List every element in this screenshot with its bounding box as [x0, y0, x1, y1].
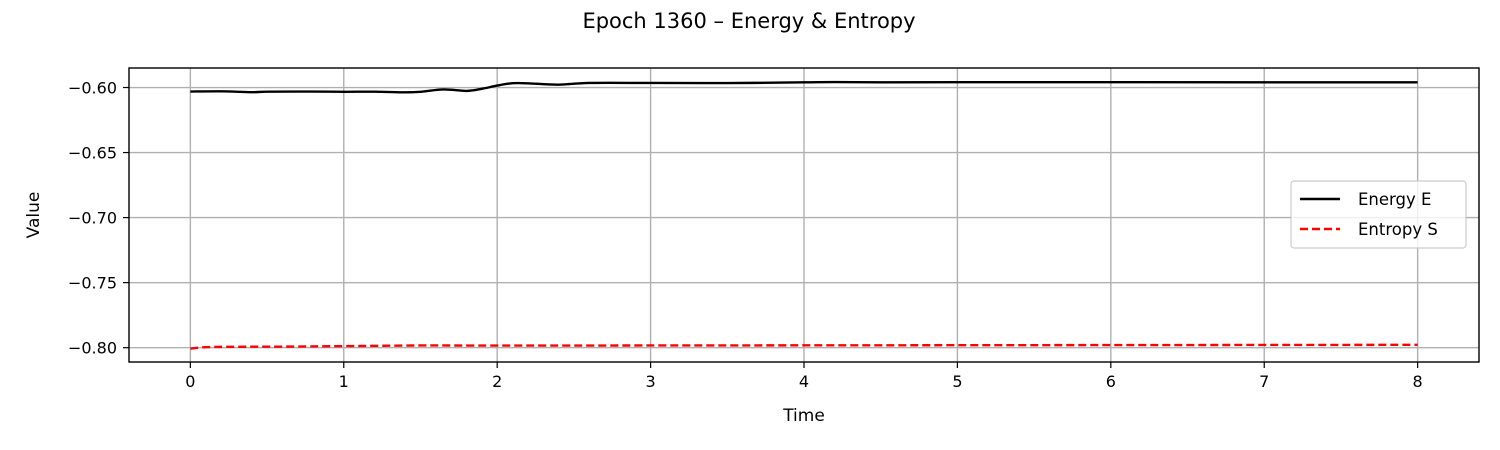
x-axis-label: Time [782, 406, 825, 426]
grid [129, 68, 1479, 362]
legend-label-energy: Energy E [1358, 190, 1431, 209]
y-tick-label-0: −0.60 [68, 79, 117, 98]
legend-box [1290, 180, 1467, 249]
x-tick-label-6: 6 [1106, 372, 1116, 391]
chart-title: Epoch 1360 – Energy & Entropy [582, 9, 915, 33]
x-tick-label-7: 7 [1259, 372, 1269, 391]
x-tick-label-0: 0 [185, 372, 195, 391]
x-tick-label-8: 8 [1413, 372, 1423, 391]
ticks: 0 1 2 3 4 5 6 7 8 −0.60 −0.65 −0.70 −0.75 −0.80 [68, 79, 1423, 391]
y-axis-label: Value [24, 192, 44, 239]
series-lines [190, 80, 1418, 350]
series-line-energy [190, 80, 1418, 94]
x-tick-label-2: 2 [492, 372, 502, 391]
series-line-entropy [190, 343, 1418, 350]
legend-label-entropy: Entropy S [1358, 220, 1438, 239]
x-tick-label-5: 5 [952, 372, 962, 391]
x-tick-label-3: 3 [645, 372, 655, 391]
y-tick-label-3: −0.75 [68, 274, 117, 293]
x-tick-label-4: 4 [799, 372, 809, 391]
x-tick-label-1: 1 [339, 372, 349, 391]
y-tick-label-1: −0.65 [68, 144, 117, 163]
y-tick-label-2: −0.70 [68, 209, 117, 228]
y-tick-label-4: −0.80 [68, 339, 117, 358]
legend: Energy E Entropy S [1290, 180, 1467, 249]
